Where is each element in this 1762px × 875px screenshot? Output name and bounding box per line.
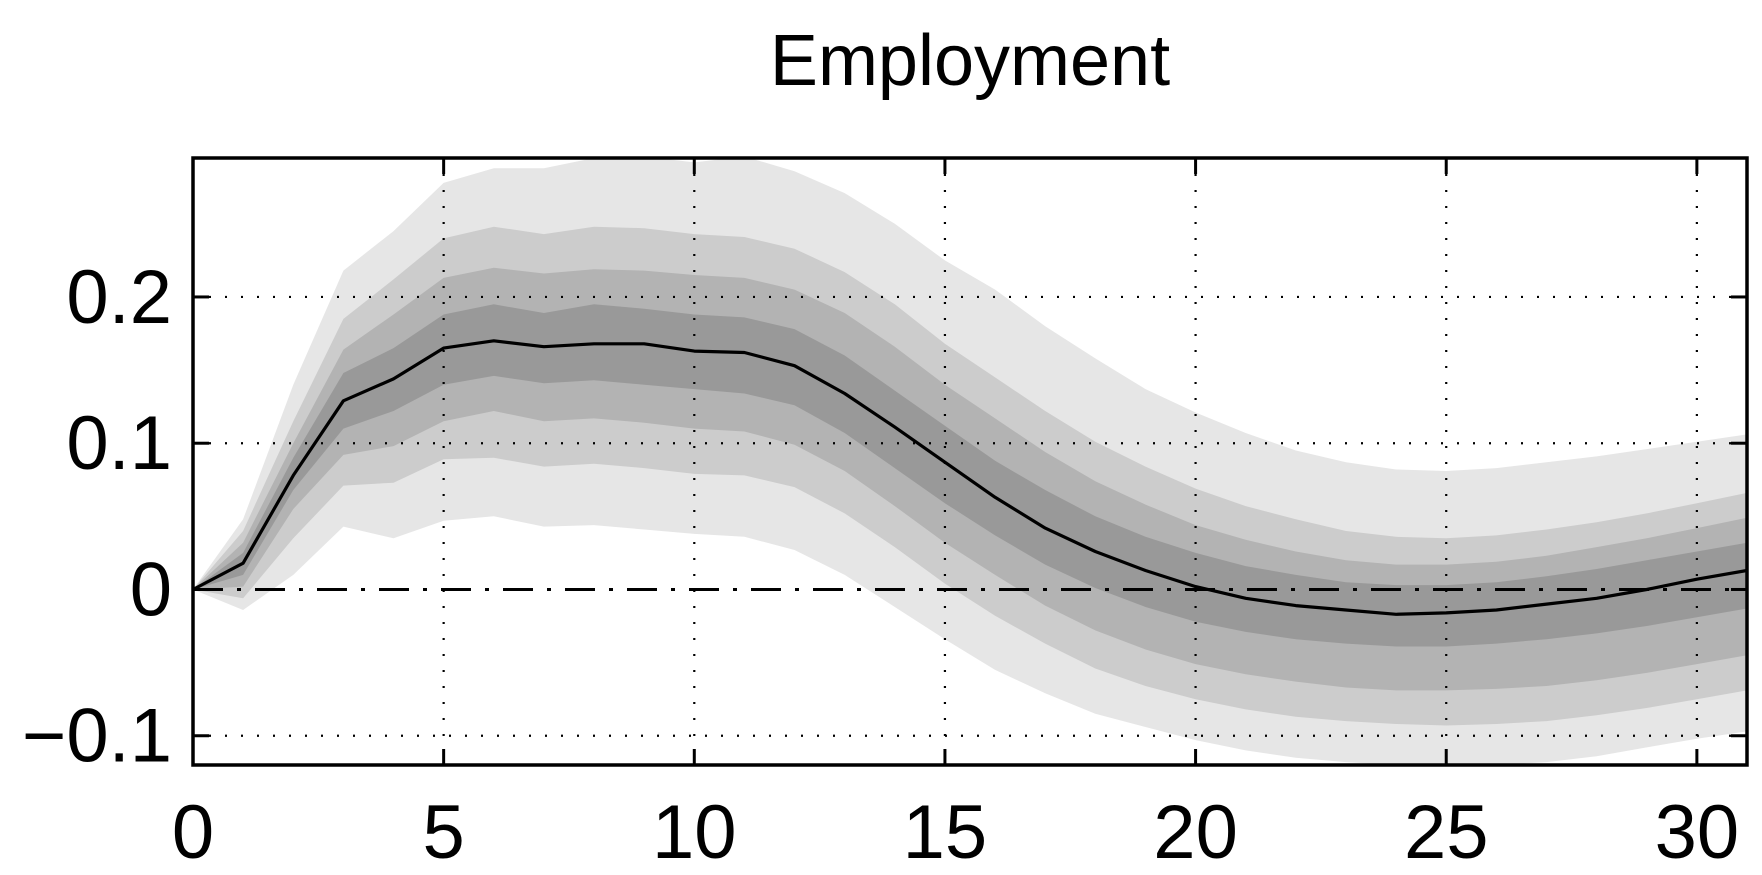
x-tick-label: 5 [423,790,465,870]
plot-border [191,156,1749,767]
x-tick-label: 20 [1153,790,1238,870]
x-tick-label: 30 [1655,790,1740,870]
x-tick-label: 15 [903,790,988,870]
x-tick-label: 25 [1404,790,1489,870]
median-response-line [193,339,1747,616]
x-axis-ticks: 0 5 10 15 20 25 30 [172,158,1740,875]
y-axis-ticks: −0.1 0 0.1 0.2 [22,255,1747,779]
median-line [193,339,1747,616]
y-tick-label: 0.1 [66,401,172,486]
x-tick-label: 0 [172,790,214,870]
plot-frame [191,156,1749,767]
y-tick-label: −0.1 [22,694,172,779]
chart-title: Employment [770,21,1170,101]
y-tick-label: 0.2 [66,255,172,340]
x-tick-label: 10 [652,790,737,870]
band-inner [193,304,1747,647]
y-tick-label: 0 [130,547,172,632]
uncertainty-bands [193,158,1747,765]
